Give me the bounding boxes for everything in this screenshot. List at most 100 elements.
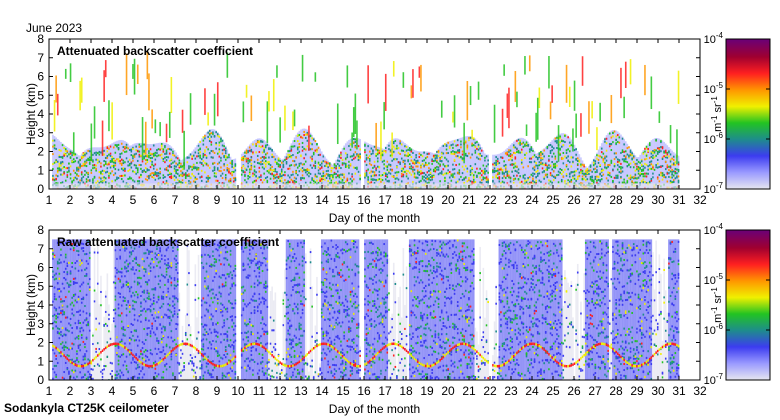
y-tick-label: 6 xyxy=(37,70,44,84)
x-tick-label: 21 xyxy=(462,384,476,398)
colorbar-tick-label: 10-5 xyxy=(704,81,724,96)
panel-title: Attenuated backscatter coefficient xyxy=(57,44,253,58)
colorbar-gradient xyxy=(725,229,771,381)
x-tick-label: 29 xyxy=(630,193,644,207)
x-tick-label: 32 xyxy=(693,384,707,398)
x-tick-label: 26 xyxy=(567,384,581,398)
x-tick-label: 7 xyxy=(172,384,179,398)
x-tick-label: 23 xyxy=(504,193,518,207)
x-tick-label: 4 xyxy=(109,193,116,207)
y-tick-label: 3 xyxy=(37,126,44,140)
instrument-label: Sodankyla CT25K ceilometer xyxy=(4,401,169,415)
colorbar-tick-label: 10-7 xyxy=(704,372,724,387)
y-tick-label: 7 xyxy=(37,242,44,256)
x-tick-label: 5 xyxy=(130,193,137,207)
y-axis-label: Height (km) xyxy=(24,274,38,336)
panel-title: Raw attenuated backscatter coefficient xyxy=(57,235,279,249)
x-tick-label: 27 xyxy=(588,384,602,398)
x-tick-label: 14 xyxy=(315,384,329,398)
x-tick-label: 5 xyxy=(130,384,137,398)
x-tick-label: 4 xyxy=(109,384,116,398)
x-tick-label: 17 xyxy=(378,384,392,398)
x-tick-label: 2 xyxy=(67,384,74,398)
x-axis-label: Day of the month xyxy=(329,402,420,416)
x-tick-label: 13 xyxy=(294,193,308,207)
panel-2: 1 2 3 4 5 6 7 8 9 10 11 12 13 14 15 16 17 18 19 20 21 22 23 24 2… xyxy=(24,223,707,416)
x-tick-label: 24 xyxy=(525,384,539,398)
panel-1: 1 2 3 4 5 6 7 8 9 10 11 12 13 14 15 16 17 18 19 20 21 22 23 24 2… xyxy=(24,32,707,225)
x-tick-label: 9 xyxy=(214,384,221,398)
x-tick-label: 25 xyxy=(546,384,560,398)
x-tick-label: 26 xyxy=(567,193,581,207)
x-tick-label: 10 xyxy=(231,193,245,207)
backscatter-texture xyxy=(52,239,680,380)
colorbar-tick-label: 10-6 xyxy=(704,131,724,146)
x-tick-label: 12 xyxy=(273,384,287,398)
x-tick-label: 21 xyxy=(462,193,476,207)
x-tick-label: 8 xyxy=(193,193,200,207)
colorbar-tick-label: 10-4 xyxy=(704,31,724,46)
y-axis-label: Height (km) xyxy=(24,83,38,145)
x-tick-label: 30 xyxy=(651,384,665,398)
y-tick-label: 3 xyxy=(37,317,44,331)
colorbar-1: 10-4 10-5 10-6 10-7 m-1 sr-1 xyxy=(704,31,771,196)
y-tick-label: 8 xyxy=(37,223,44,237)
x-tick-label: 25 xyxy=(546,193,560,207)
x-tick-label: 13 xyxy=(294,384,308,398)
x-tick-label: 15 xyxy=(336,384,350,398)
x-tick-label: 19 xyxy=(420,384,434,398)
x-tick-label: 29 xyxy=(630,384,644,398)
x-tick-label: 1 xyxy=(46,193,53,207)
x-tick-label: 2 xyxy=(67,193,74,207)
y-tick-label: 5 xyxy=(37,279,44,293)
x-tick-label: 14 xyxy=(315,193,329,207)
x-tick-label: 17 xyxy=(378,193,392,207)
colorbar-gradient xyxy=(725,38,771,190)
colorbar-tick-label: 10-6 xyxy=(704,322,724,337)
y-tick-label: 1 xyxy=(37,163,44,177)
x-tick-label: 3 xyxy=(88,193,95,207)
x-tick-label: 31 xyxy=(672,193,686,207)
x-tick-label: 7 xyxy=(172,193,179,207)
colorbar-tick-label: 10-5 xyxy=(704,272,724,287)
x-tick-label: 12 xyxy=(273,193,287,207)
x-tick-label: 31 xyxy=(672,384,686,398)
colorbar-tick-label: 10-4 xyxy=(704,222,724,237)
x-tick-label: 18 xyxy=(399,384,413,398)
colorbar-unit-label: m-1 sr-1 xyxy=(710,96,724,132)
x-tick-label: 30 xyxy=(651,193,665,207)
x-tick-label: 1 xyxy=(46,384,53,398)
y-tick-label: 1 xyxy=(37,354,44,368)
y-tick-label: 2 xyxy=(37,336,44,350)
y-tick-label: 8 xyxy=(37,32,44,46)
x-tick-label: 28 xyxy=(609,384,623,398)
x-tick-label: 9 xyxy=(214,193,221,207)
x-axis-label: Day of the month xyxy=(329,211,420,225)
x-tick-label: 8 xyxy=(193,384,200,398)
x-tick-label: 18 xyxy=(399,193,413,207)
x-tick-label: 19 xyxy=(420,193,434,207)
period-label: June 2023 xyxy=(26,21,83,35)
y-tick-label: 2 xyxy=(37,145,44,159)
colorbar-unit-label: m-1 sr-1 xyxy=(710,287,724,323)
x-tick-label: 27 xyxy=(588,193,602,207)
y-tick-label: 0 xyxy=(37,182,44,196)
x-tick-label: 3 xyxy=(88,384,95,398)
y-tick-label: 6 xyxy=(37,261,44,275)
x-tick-label: 22 xyxy=(483,384,497,398)
x-tick-label: 20 xyxy=(441,193,455,207)
colorbar-2: 10-4 10-5 10-6 10-7 m-1 sr-1 xyxy=(704,222,771,387)
x-tick-label: 23 xyxy=(504,384,518,398)
y-tick-label: 0 xyxy=(37,373,44,387)
x-tick-label: 6 xyxy=(151,193,158,207)
x-tick-label: 10 xyxy=(231,384,245,398)
x-tick-label: 16 xyxy=(357,193,371,207)
x-tick-label: 11 xyxy=(253,193,266,207)
x-tick-label: 28 xyxy=(609,193,623,207)
backscatter-texture xyxy=(52,50,680,189)
x-tick-label: 11 xyxy=(253,384,266,398)
x-tick-label: 32 xyxy=(693,193,707,207)
y-tick-label: 4 xyxy=(37,298,44,312)
x-tick-label: 20 xyxy=(441,384,455,398)
